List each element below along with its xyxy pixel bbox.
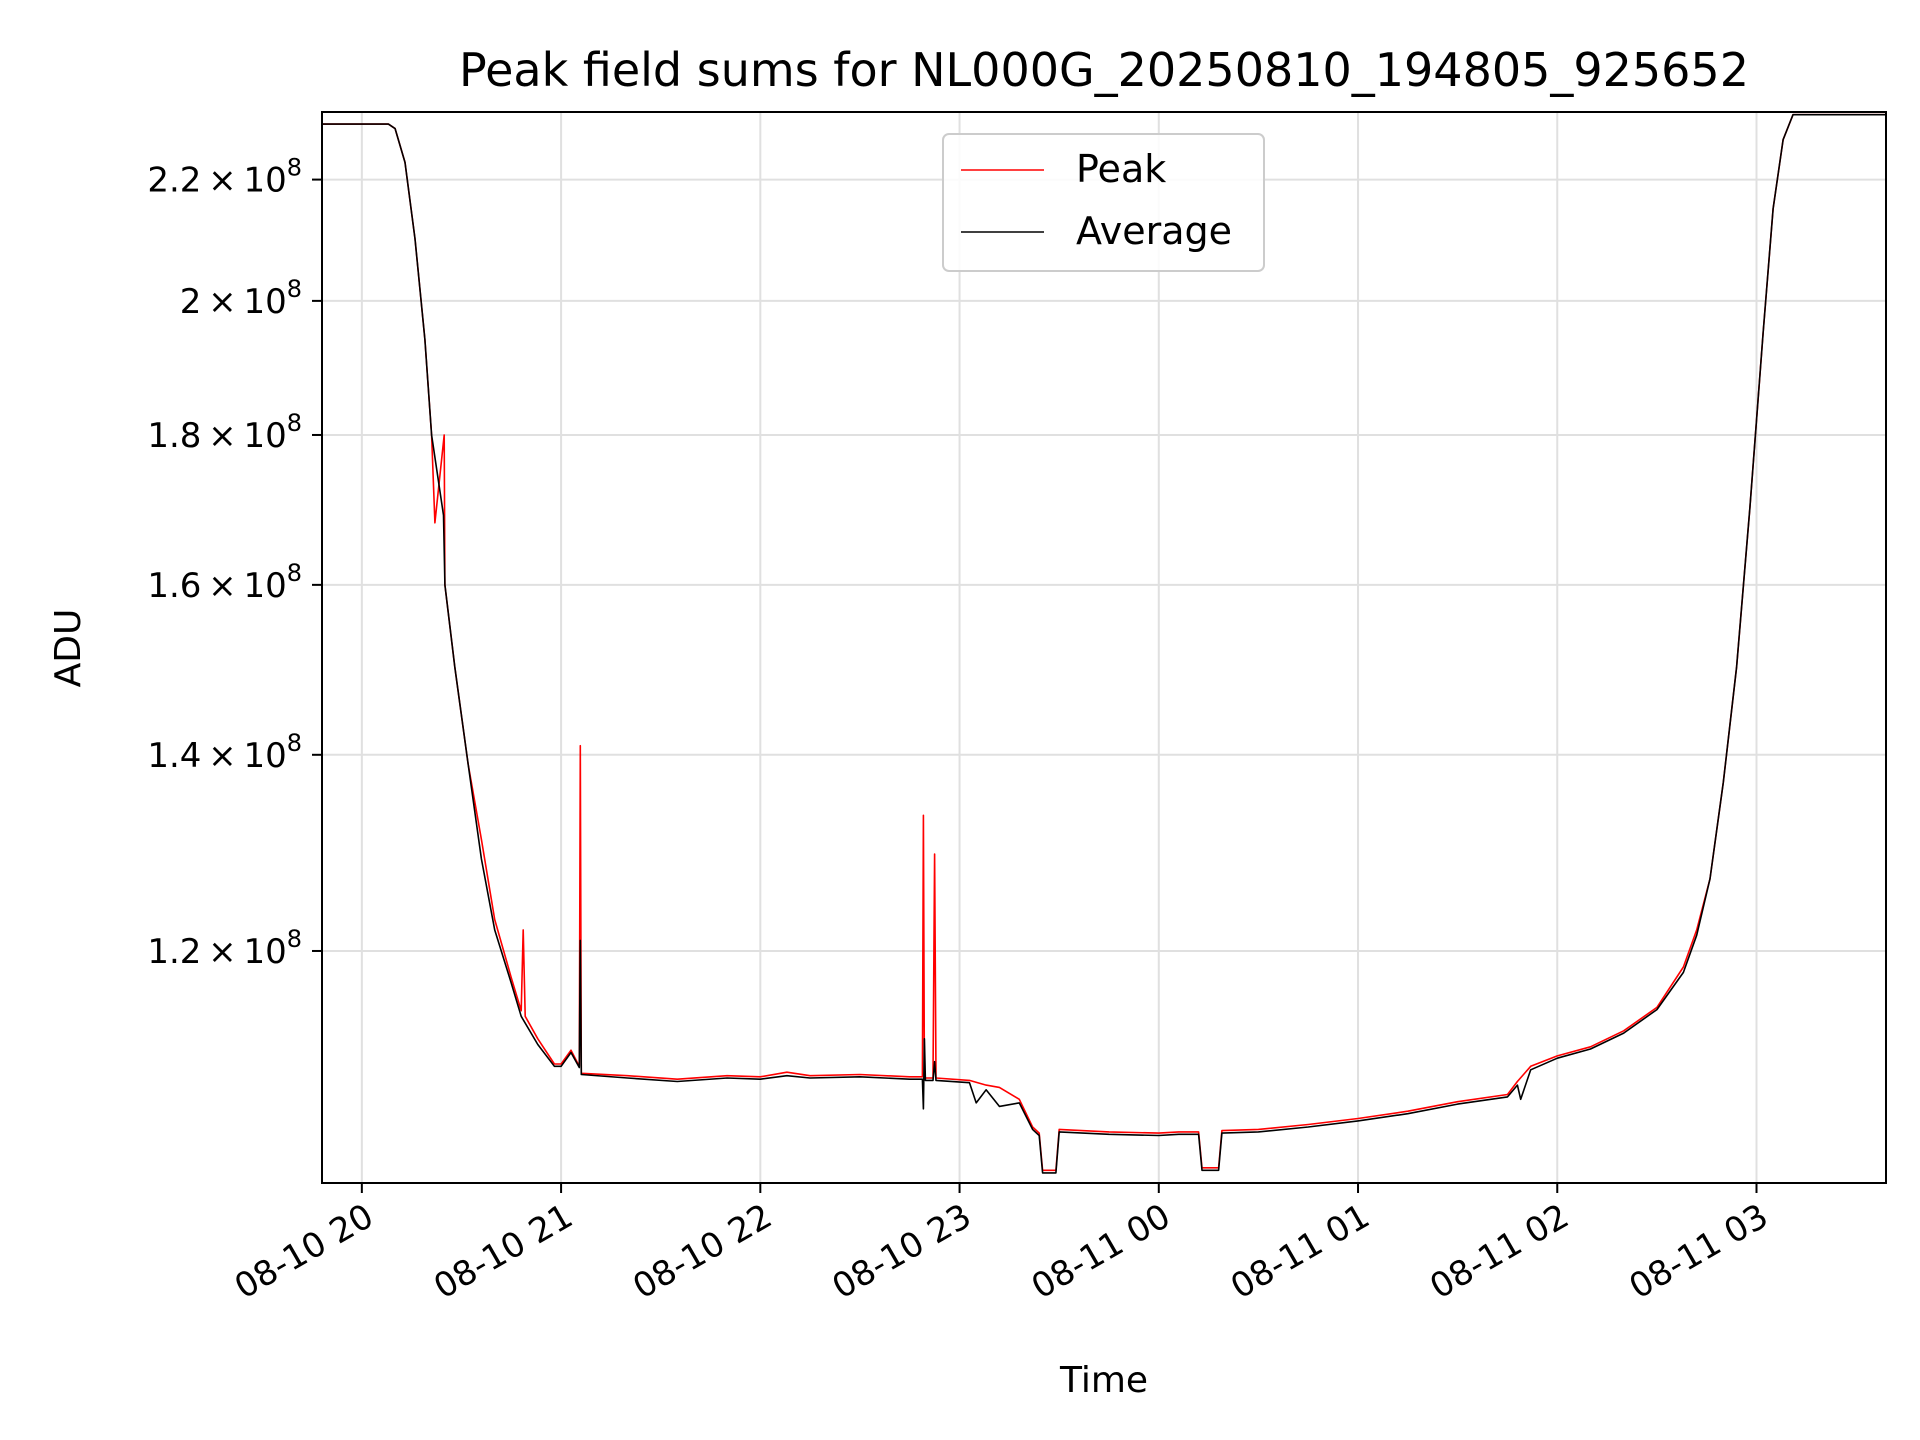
- y-tick-label: 1.6 × 108: [147, 559, 302, 606]
- legend-label-average: Average: [1076, 209, 1232, 253]
- legend: Peak Average: [942, 133, 1265, 272]
- series-line-peak: [322, 113, 1886, 1172]
- y-axis: 1.2 × 108 1.4 × 108 1.6 × 108 1.8 × 108 2 × …: [147, 154, 322, 972]
- y-tick-label: 2 × 108: [180, 275, 302, 322]
- series-line-average: [322, 113, 1886, 1174]
- chart-title: Peak field sums for NL000G_20250810_1948…: [459, 43, 1749, 97]
- legend-label-peak: Peak: [1076, 147, 1166, 191]
- y-tick-label: 1.2 × 108: [147, 925, 302, 972]
- y-tick-label: 2.2 × 108: [147, 154, 302, 201]
- y-axis-label: ADU: [48, 609, 89, 688]
- legend-box: [942, 133, 1265, 272]
- plot-frame: [321, 111, 1887, 1184]
- x-axis-label: Time: [1059, 1360, 1148, 1401]
- y-tick-label: 1.8 × 108: [147, 409, 302, 456]
- series-layer: [322, 113, 1886, 1174]
- y-tick-label: 1.4 × 108: [147, 729, 302, 776]
